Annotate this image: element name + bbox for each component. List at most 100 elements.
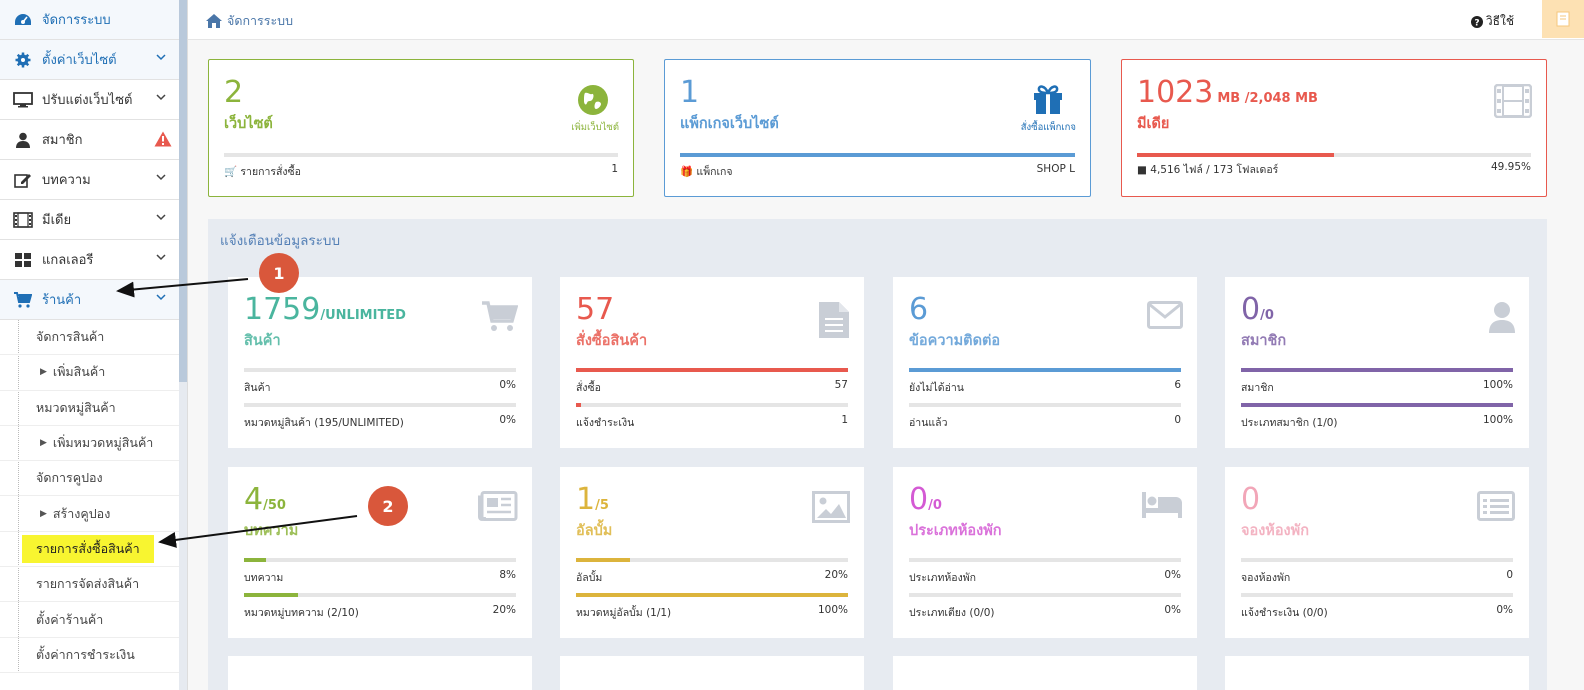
cart-icon <box>482 301 519 336</box>
add-website-link[interactable]: เพิ่มเว็บไซต์ <box>571 120 619 135</box>
progress-fill <box>680 153 1075 157</box>
panel-title: แจ้งเตือนข้อมูลระบบ <box>220 233 341 249</box>
row-label: จองห้องพัก <box>1241 572 1291 584</box>
bed-icon <box>1141 491 1183 522</box>
progress-fill <box>576 368 848 372</box>
submenu-label: หมวดหมู่สินค้า <box>36 399 116 415</box>
submenu-add-product[interactable]: ▶ เพิ่มสินค้า <box>0 355 180 391</box>
sidebar-item-dashboard[interactable]: จัดการระบบ <box>0 0 180 40</box>
card-number: 6 <box>909 293 928 333</box>
card-unit: MB /2,048 MB <box>1217 91 1318 106</box>
monitor-icon <box>12 91 34 109</box>
newspaper-icon <box>478 491 518 524</box>
row-label: สั่งซื้อ <box>576 382 601 394</box>
card-label: สินค้า <box>244 333 281 349</box>
chevron-down-icon <box>156 54 166 61</box>
sidebar-scrollbar[interactable] <box>179 0 187 690</box>
notes-button[interactable] <box>1542 0 1584 38</box>
grid-icon <box>12 251 34 269</box>
card-label: อัลบั้ม <box>576 523 613 539</box>
row-label: แจ้งชำระเงิน <box>576 417 635 429</box>
submenu-label: ตั้งค่าการชำระเงิน <box>36 646 135 662</box>
progress-bar <box>1137 153 1531 157</box>
stat-row: หมวดหมู่บทความ (2/10) 20% <box>244 604 516 621</box>
howto-link[interactable]: ? วิธีใช้ <box>1470 12 1514 31</box>
caret-right-icon: ▶ <box>40 508 47 519</box>
chevron-down-icon <box>156 174 166 181</box>
stat-row: จองห้องพัก 0 <box>1241 569 1513 586</box>
stat-card[interactable]: 0 จองห้องพัก จองห้องพัก 0 แจ้งชำระเงิน (0/0)… <box>1225 467 1529 638</box>
progress-fill <box>576 558 631 562</box>
row-label: ยังไม่ได้อ่าน <box>909 382 964 394</box>
buy-package-link[interactable]: สั่งซื้อแพ็กเกจ <box>1021 120 1076 135</box>
footer-left[interactable]: 🛒 รายการสั่งซื้อ <box>224 166 301 178</box>
stat-card[interactable]: 1759/UNLIMITED สินค้า สินค้า 0% หมวดหมู่สินค… <box>228 277 532 448</box>
sidebar-item-label: ปรับแต่งเว็บไซต์ <box>42 93 133 108</box>
submenu-product-categories[interactable]: หมวดหมู่สินค้า <box>0 391 180 426</box>
sidebar-item-members[interactable]: สมาชิก <box>0 120 180 160</box>
stat-row: อัลบั้ม 20% <box>576 569 848 586</box>
caret-right-icon: ▶ <box>40 438 47 449</box>
row-value: 8% <box>499 569 516 581</box>
card-label: สั่งซื้อสินค้า <box>576 333 648 349</box>
chevron-down-icon <box>156 254 166 261</box>
breadcrumb[interactable]: จัดการระบบ <box>206 11 293 31</box>
card-sub: /50 <box>263 498 286 513</box>
stat-card[interactable]: 0/0 สมาชิก สมาชิก 100% ประเภทสมาชิก (1/0) 100… <box>1225 277 1529 448</box>
stat-card[interactable]: 6 ข้อความติดต่อ ยังไม่ได้อ่าน 6 อ่านแล้ว 0 <box>893 277 1197 448</box>
stat-card[interactable]: 57 สั่งซื้อสินค้า สั่งซื้อ 57 แจ้งชำระเงิน 1 <box>560 277 864 448</box>
row-label: สมาชิก <box>1241 382 1274 394</box>
chevron-down-icon <box>156 94 166 101</box>
badge-label: 1 <box>273 263 285 283</box>
progress-fill <box>244 593 299 597</box>
row-label: หมวดหมู่บทความ (2/10) <box>244 607 359 619</box>
progress-bar <box>576 558 848 562</box>
scrollbar-thumb[interactable] <box>179 0 187 382</box>
list-icon <box>1477 491 1515 524</box>
progress-bar <box>576 368 848 372</box>
row-value: 0 <box>1174 414 1181 426</box>
card-value: 6 <box>909 292 929 327</box>
warning-icon <box>154 131 172 147</box>
progress-bar <box>244 368 516 372</box>
card-label: ข้อความติดต่อ <box>909 333 1001 349</box>
card-number: 0/0 <box>1241 293 1274 333</box>
row-value: 57 <box>834 379 848 391</box>
progress-bar <box>909 403 1181 407</box>
stat-card[interactable]: 1/5 อัลบั้ม อัลบั้ม 20% หมวดหมู่อัลบั้ม (1/1… <box>560 467 864 638</box>
submenu-orders[interactable]: รายการสั่งซื้อสินค้า <box>0 532 180 568</box>
card-label: สมาชิก <box>1241 333 1287 349</box>
sidebar-item-shop[interactable]: ร้านค้า <box>0 280 180 320</box>
progress-fill <box>576 403 582 407</box>
card-value: 1023 <box>1137 75 1214 110</box>
submenu-manage-products[interactable]: จัดการสินค้า <box>0 320 180 356</box>
row-value: 0% <box>1164 604 1181 616</box>
progress-bar <box>1241 368 1513 372</box>
progress-bar <box>1241 403 1513 407</box>
sidebar-item-customize[interactable]: ปรับแต่งเว็บไซต์ <box>0 80 180 120</box>
user-icon <box>1489 301 1515 336</box>
row-label: อ่านแล้ว <box>909 417 948 429</box>
footer-value: SHOP L <box>1036 163 1075 175</box>
stat-card[interactable]: 0/0 ประเภทห้องพัก ประเภทห้องพัก 0% ประเภทเตี… <box>893 467 1197 638</box>
annotation-badge-1: 1 <box>259 253 299 293</box>
submenu-manage-coupons[interactable]: จัดการคูปอง <box>0 461 180 497</box>
sidebar-item-articles[interactable]: บทความ <box>0 160 180 200</box>
row-value: 0% <box>499 379 516 391</box>
submenu-payment-settings[interactable]: ตั้งค่าการชำระเงิน <box>0 638 180 673</box>
row-label: ประเภทเตียง (0/0) <box>909 607 995 619</box>
row-value: 0 <box>1506 569 1513 581</box>
progress-bar <box>680 153 1075 157</box>
submenu-add-category[interactable]: ▶ เพิ่มหมวดหมู่สินค้า <box>0 426 180 462</box>
row-label: สินค้า <box>244 382 271 394</box>
submenu-shop-settings[interactable]: ตั้งค่าร้านค้า <box>0 602 180 638</box>
sidebar-item-site-settings[interactable]: ตั้งค่าเว็บไซต์ <box>0 40 180 80</box>
gear-icon <box>12 51 34 69</box>
sidebar-item-media[interactable]: มีเดีย <box>0 200 180 240</box>
footer-left: ■ 4,516 ไฟล์ / 173 โฟลเดอร์ <box>1137 164 1279 176</box>
progress-bar <box>244 558 516 562</box>
submenu-create-coupon[interactable]: ▶ สร้างคูปอง <box>0 496 180 532</box>
card-number: 1/5 <box>576 483 609 523</box>
submenu-shipments[interactable]: รายการจัดส่งสินค้า <box>0 567 180 603</box>
sidebar-item-gallery[interactable]: แกลเลอรี <box>0 240 180 280</box>
